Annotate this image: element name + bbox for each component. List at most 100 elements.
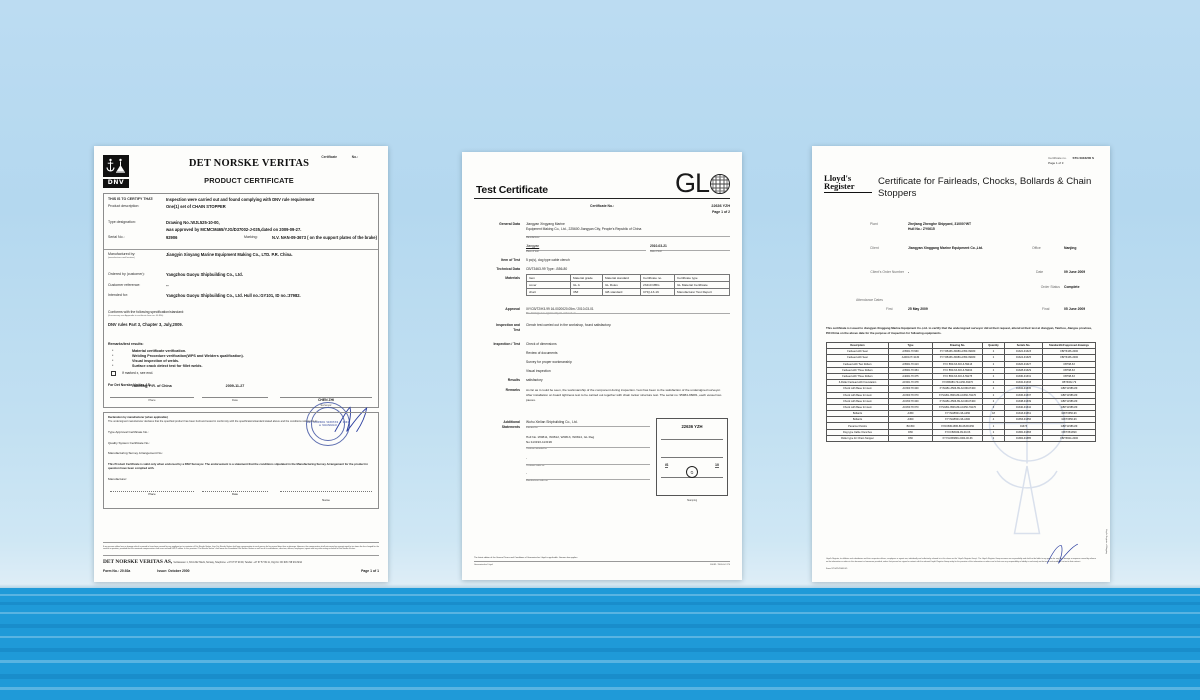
decl-field-type-approval: Type Approval Certificate No.: — [108, 430, 149, 435]
lr-field-date: Date 09 June 2009 — [1036, 270, 1086, 274]
cert-label-line2: No.: — [351, 155, 358, 159]
footer-brand: DET NORSKE VERITAS AS, — [103, 559, 173, 566]
sea-background — [0, 588, 1200, 700]
lr-footer-legal: Lloyd's Register, its affiliates and sub… — [826, 558, 1096, 564]
wave-band — [0, 674, 1200, 679]
gl-add-value: - — [526, 456, 528, 460]
field-label-marking: Marking: — [244, 235, 258, 239]
footer-address: Veritasveien 1, NO-1322 Høvik, Norway, T… — [173, 562, 303, 565]
gl-label-inspection: Inspection and Test — [496, 323, 520, 333]
field-label-customer-reference: Customer reference: — [108, 283, 141, 287]
col-certificate-type: Certificate type — [674, 274, 730, 282]
globe-icon — [710, 173, 730, 194]
gl-insp-item: Review of documents — [526, 351, 558, 355]
lr-field-first: First 25 May 2009 — [886, 307, 928, 311]
gl-footer-form: F0082 / 2009-04 / PS — [710, 564, 730, 566]
gl-footer-sign: Germanischer Lloyd — [474, 564, 493, 566]
gl-certno-value: 22636 YZH — [711, 204, 730, 208]
gl-add-value: Wuhu Xinlian Shipbuilding Co., Ltd. — [526, 420, 578, 424]
field-value-intended-for: Yangzhou Guoyu Shipbuilding Co., Ltd. Hu… — [166, 293, 301, 298]
table-row: Dog type Cable Clenches D66 XYCCB3049-99-0… — [826, 428, 1096, 436]
dnv-subtitle: PRODUCT CERTIFICATE — [204, 176, 294, 185]
field-label-product-description: Product description: — [108, 204, 140, 208]
wave-band — [0, 687, 1200, 690]
gl-value-approval: XIYCB/T2/H3-99 16-0020020.05m / 2010-03-… — [526, 307, 594, 311]
gl-footer-terms: The latest edition of the General Terms … — [474, 557, 730, 562]
gl-stamp-box: 22636 YZH iS ⍉ 10 Stamping — [656, 418, 728, 502]
cell: Roller type for Chain Stopper — [826, 434, 889, 443]
lr-key-first: First — [886, 307, 893, 311]
gl-certno-label: Certificate No.: — [590, 204, 615, 208]
lloyds-register-certificate[interactable]: Certificate no. STG 0916200 S Page 1 of … — [812, 146, 1110, 582]
lr-certno-value: STG 0916200 S — [1072, 156, 1094, 160]
gl-test-certificate[interactable]: Test Certificate GL Certificate No.: 226… — [462, 152, 742, 580]
lr-value-first: 25 May 2009 — [908, 307, 928, 311]
encl-text: If marked x, see encl. — [122, 371, 154, 376]
gl-value-item: 5 pc(s), dog type cable clench — [526, 258, 570, 262]
gl-add-value: Hull No.:W0811, W0812, W0813, W0814, GL … — [526, 435, 595, 444]
lr-value-client-order: - — [908, 270, 910, 274]
gl-page-label: Page 1 of 2 — [712, 210, 730, 214]
sign-date-label: Date — [232, 398, 238, 402]
lr-field-attendance: Attendance Dates — [856, 298, 883, 302]
lr-certificate-number-block: Certificate no. STG 0916200 S Page 1 of … — [1048, 156, 1094, 166]
lr-value-order-status: Complete — [1064, 285, 1080, 289]
wave-band — [0, 594, 1200, 596]
footer-page: Page 1 of 1 — [361, 569, 379, 574]
gl-label-remarks: Remarks — [505, 388, 520, 392]
lr-value-plant: Zhejiang Zhenghe Shipyard, 31000?WT Hull… — [908, 222, 972, 232]
encl-checkbox[interactable] — [111, 371, 116, 377]
dnv-body-panel: THIS IS TO CERTIFY THAT: Inspection were… — [103, 193, 379, 446]
gl-value-inspection: Clench test carried out in the workshop,… — [526, 323, 612, 327]
gl-add-row: - Manufacturer order no. — [526, 471, 650, 484]
lloyds-register-logo: Lloyd's Register — [824, 174, 872, 193]
remark-item: Welding Procedure verification(WPS and W… — [132, 354, 244, 359]
gl-label-technical: Technical Data — [496, 267, 520, 271]
field-label-type-designation: Type designation: — [108, 220, 136, 224]
lr-field-final: Final 05 June 2009 — [1042, 307, 1085, 311]
cell: chart — [526, 288, 571, 296]
lr-field-office: Office Nanjing — [1032, 246, 1076, 250]
decl-field-quality-system: Quality System Certificate No.: — [108, 440, 151, 445]
lr-key-plant: Plant — [870, 222, 878, 226]
gl-insp-item: Survey for proper workmanship — [526, 360, 572, 364]
declaration-text: The undersigned manufacturer declares th… — [108, 419, 318, 423]
remarks-label: Remarks/test results: — [108, 342, 144, 346]
table-row: Fairlead with Three Rollers A400G H=475 XY… — [826, 372, 1096, 381]
signature-row: Nantong, P.R. of China 2009-11-27 Place … — [108, 384, 374, 407]
col-material-standard: Material standard — [602, 274, 641, 282]
gl-label-results: Results — [507, 378, 520, 382]
lr-value-date: 09 June 2009 — [1064, 270, 1086, 274]
remark-item: Surface crack detect test for fillet wel… — [132, 364, 203, 369]
dnv-product-certificate[interactable]: DNV DET NORSKE VERITAS PRODUCT CERTIFICA… — [94, 146, 388, 582]
field-value-manufactured-by: Jiangyin Xinyang Marine Equipment Making… — [166, 252, 293, 257]
gl-add-value: - — [526, 471, 528, 475]
lr-key-final: Final — [1042, 307, 1050, 311]
certify-label: THIS IS TO CERTIFY THAT: — [108, 196, 154, 201]
gl-add-row: - Customer order no. — [526, 456, 650, 469]
legal-disclaimer: If any person suffers loss or damage whi… — [103, 545, 379, 551]
lr-footer: Lloyd's Register, its affiliates and sub… — [826, 558, 1096, 570]
gl-add-sub: Customer order no. — [526, 465, 545, 467]
sign-place-value: Nantong, P.R. of China — [132, 384, 172, 388]
gl-label-inspection-test: Inspection / Test — [493, 342, 520, 346]
gl-stamp-right: 10 — [715, 463, 719, 468]
gl-label-item: Item of Test — [501, 258, 520, 262]
sign2-name-label: Name — [322, 498, 330, 503]
table-row: Chock with Base for stem AC360 H=400 XYSGB… — [826, 385, 1096, 393]
remark-item: Visual inspection of welds. — [132, 359, 180, 364]
dnv-footer: If any person suffers loss or damage whi… — [103, 541, 379, 574]
dnv-title: DET NORSKE VERITAS — [188, 158, 310, 169]
lr-intro-text: This certificate is issued to Jiangyan X… — [826, 326, 1092, 335]
gl-sub-date: Date of test — [650, 251, 662, 253]
gl-stamp-code: 22636 YZH — [681, 424, 703, 429]
cell: GL Rules — [602, 281, 641, 289]
validity-text: This Product Certificate is valid only w… — [108, 461, 368, 471]
lr-key-office: Office — [1032, 246, 1041, 250]
field-label-ordered-by: Ordered by (customer): — [108, 272, 145, 276]
field-value-serial-no: 92906 — [166, 235, 178, 240]
gl-value-date: 2010-03-21 — [650, 244, 667, 248]
lr-side-text: Lloyd's Register of Shipping — [1105, 529, 1107, 554]
cell: GL A — [570, 281, 603, 289]
gl-additional-statements: Wuhu Xinlian Shipbuilding Co., Ltd. Inte… — [526, 420, 650, 484]
